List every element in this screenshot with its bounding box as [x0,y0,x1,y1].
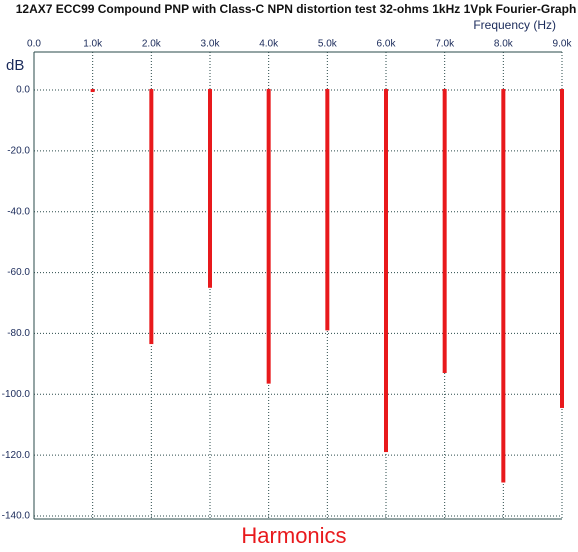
y-tick-label: -100.0 [2,389,31,400]
y-tick-label: -20.0 [7,146,30,157]
y-tick-label: -120.0 [2,450,31,461]
x-tick-label: 8.0k [494,39,514,50]
bar [266,89,271,384]
x-tick-label: 2.0k [142,39,162,50]
bar [501,89,506,483]
bar [149,89,154,345]
annotation: Harmonics [241,523,346,548]
x-tick-label: 0.0 [27,39,41,50]
bar [442,89,447,373]
bar [384,89,388,453]
y-tick-label: -80.0 [7,328,30,339]
y-tick-label: -40.0 [7,206,30,217]
bar [90,89,95,93]
y-tick-label: -60.0 [7,267,30,278]
x-tick-label: 1.0k [83,39,103,50]
x-tick-label: 9.0k [553,39,573,50]
y-axis-label: dB [6,57,24,74]
x-tick-label: 4.0k [259,39,279,50]
x-tick-label: 5.0k [318,39,338,50]
y-tick-label: 0.0 [16,85,30,96]
y-tick-label: -140.0 [2,511,31,522]
x-tick-label: 7.0k [435,39,455,50]
chart-title: 12AX7 ECC99 Compound PNP with Class-C NP… [16,2,577,16]
x-axis-label: Frequency (Hz) [473,18,556,32]
x-tick-label: 3.0k [201,39,221,50]
bar [325,89,330,331]
x-tick-label: 6.0k [377,39,397,50]
bar [560,89,564,408]
bar [208,89,212,288]
